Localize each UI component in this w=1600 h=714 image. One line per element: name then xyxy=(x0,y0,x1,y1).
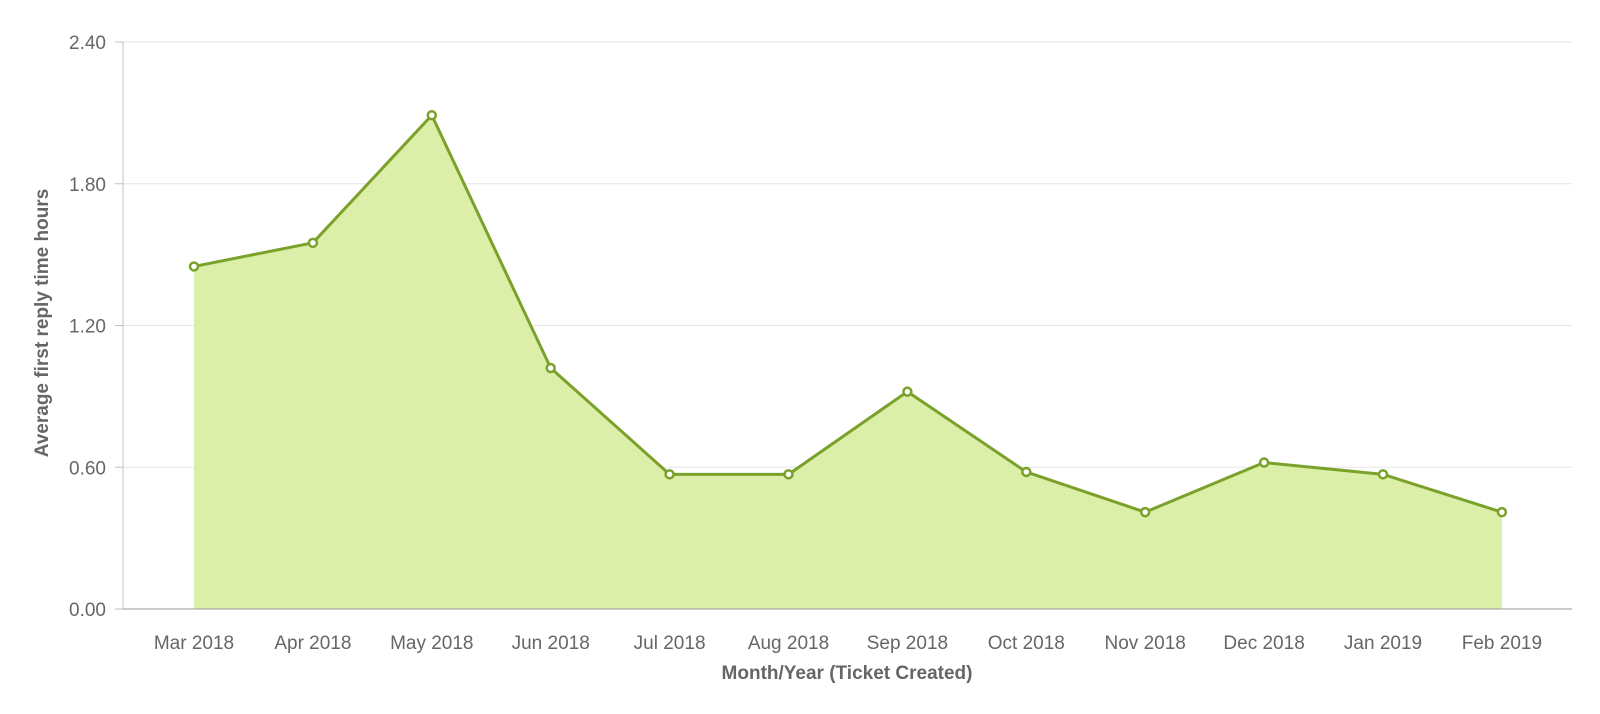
area-series xyxy=(193,113,1503,610)
x-tick-label: Jun 2018 xyxy=(512,633,590,654)
x-tick-label: Feb 2019 xyxy=(1462,633,1542,654)
data-point[interactable] xyxy=(783,469,794,480)
data-point[interactable] xyxy=(1496,506,1508,518)
x-tick-label: Sep 2018 xyxy=(867,633,948,654)
x-tick-label: Oct 2018 xyxy=(988,633,1065,654)
x-tick-label: Jul 2018 xyxy=(634,633,706,654)
x-tick-label: Apr 2018 xyxy=(274,633,351,654)
x-tick-label: Nov 2018 xyxy=(1105,633,1186,654)
x-tick-label: Dec 2018 xyxy=(1223,633,1304,654)
y-tick-label: 0.00 xyxy=(69,600,106,621)
y-axis-ticks: 0.00 0.60 1.20 1.80 2.40 xyxy=(69,33,123,621)
data-point[interactable] xyxy=(1021,466,1032,478)
data-point[interactable] xyxy=(902,386,913,397)
data-point[interactable] xyxy=(1377,469,1389,480)
x-tick-label: Mar 2018 xyxy=(154,633,234,654)
area-fill xyxy=(194,115,1502,610)
series-line xyxy=(193,113,1503,514)
x-tick-label: Aug 2018 xyxy=(748,633,829,654)
x-axis-ticks: Mar 2018 Apr 2018 May 2018 Jun 2018 Jul 2018… xyxy=(154,633,1542,654)
data-point[interactable] xyxy=(426,109,438,121)
x-axis-title: Month/Year (Ticket Created) xyxy=(722,663,973,684)
y-tick-label: 2.40 xyxy=(69,33,106,54)
data-point[interactable] xyxy=(307,237,319,249)
data-point[interactable] xyxy=(188,261,200,272)
data-point[interactable] xyxy=(1139,506,1151,518)
y-tick-label: 0.60 xyxy=(69,458,106,479)
data-points xyxy=(188,109,1508,518)
data-point[interactable] xyxy=(1258,457,1270,468)
x-tick-label: May 2018 xyxy=(390,633,473,654)
y-tick-label: 1.20 xyxy=(69,317,106,338)
data-point[interactable] xyxy=(664,469,675,480)
y-tick-label: 1.80 xyxy=(69,175,106,196)
y-axis-title: Average first reply time hours xyxy=(32,189,53,458)
x-tick-label: Jan 2019 xyxy=(1344,633,1422,654)
data-point[interactable] xyxy=(545,362,556,374)
